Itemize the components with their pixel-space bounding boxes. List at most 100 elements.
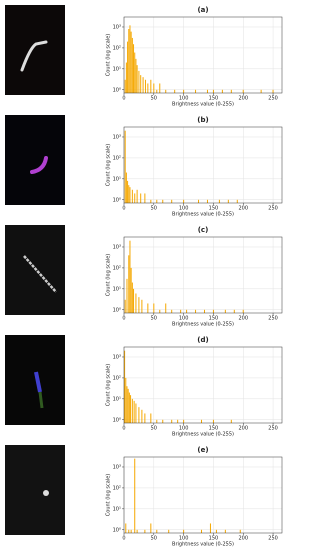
bar bbox=[174, 89, 176, 93]
bar bbox=[134, 458, 136, 533]
bar bbox=[203, 309, 205, 313]
bar bbox=[224, 529, 226, 533]
bar bbox=[150, 79, 152, 93]
x-tick-label: 250 bbox=[268, 316, 278, 322]
x-axis-label: Brightness value (0-255) bbox=[172, 432, 234, 438]
bar bbox=[131, 37, 133, 93]
bar bbox=[134, 193, 136, 203]
chart-title: (d) bbox=[197, 336, 208, 344]
y-tick-label: 10¹ bbox=[113, 176, 121, 182]
bar bbox=[141, 409, 143, 423]
y-tick-label: 10⁰ bbox=[113, 87, 121, 93]
bar bbox=[124, 350, 126, 423]
bar bbox=[138, 297, 140, 313]
bar bbox=[135, 58, 137, 93]
thumbnail-object bbox=[43, 490, 49, 496]
bar bbox=[128, 529, 130, 533]
y-tick-label: 10⁰ bbox=[113, 307, 121, 313]
y-tick-label: 10⁰ bbox=[113, 197, 121, 203]
plot-frame bbox=[123, 346, 283, 424]
plot-frame bbox=[123, 456, 283, 534]
bar bbox=[125, 377, 127, 423]
bar bbox=[131, 189, 133, 203]
bar bbox=[127, 388, 129, 423]
bar bbox=[127, 41, 129, 93]
bar bbox=[136, 189, 138, 203]
bar bbox=[124, 130, 126, 203]
y-tick-label: 10³ bbox=[113, 134, 121, 140]
x-tick-label: 50 bbox=[151, 96, 157, 102]
x-tick-label: 0 bbox=[122, 316, 125, 322]
bar bbox=[124, 79, 126, 93]
bar bbox=[195, 89, 197, 93]
bar bbox=[183, 199, 185, 203]
bar bbox=[171, 309, 173, 313]
bar bbox=[209, 523, 211, 533]
bar bbox=[147, 303, 149, 313]
bar bbox=[150, 523, 152, 533]
x-axis-label: Brightness value (0-255) bbox=[172, 542, 234, 548]
y-tick-label: 10² bbox=[113, 45, 121, 51]
bar bbox=[195, 309, 197, 313]
bar bbox=[212, 89, 214, 93]
bar bbox=[260, 89, 262, 93]
chart-title: (c) bbox=[198, 226, 209, 234]
bar bbox=[125, 523, 127, 533]
bar bbox=[186, 309, 188, 313]
bar bbox=[206, 89, 208, 93]
x-tick-label: 250 bbox=[268, 426, 278, 432]
bar bbox=[140, 75, 142, 93]
bar bbox=[138, 407, 140, 423]
x-tick-label: 50 bbox=[151, 426, 157, 432]
bar bbox=[141, 299, 143, 313]
bar bbox=[127, 180, 129, 203]
x-tick-label: 0 bbox=[122, 206, 125, 212]
bar bbox=[144, 79, 146, 93]
bar bbox=[129, 240, 131, 313]
plot-frame bbox=[123, 126, 283, 204]
bar bbox=[177, 419, 179, 423]
x-axis-label: Brightness value (0-255) bbox=[172, 322, 234, 328]
bar bbox=[129, 25, 131, 93]
thumbnail bbox=[5, 335, 65, 425]
bar bbox=[130, 529, 132, 533]
y-tick-label: 10¹ bbox=[113, 286, 121, 292]
bar bbox=[165, 303, 167, 313]
bar bbox=[125, 172, 127, 203]
bar bbox=[212, 419, 214, 423]
y-axis-label: Count (log scale) bbox=[106, 364, 112, 406]
x-tick-label: 150 bbox=[209, 96, 219, 102]
bar bbox=[138, 70, 140, 93]
bar bbox=[183, 529, 185, 533]
bar bbox=[130, 395, 132, 423]
thumbnail bbox=[5, 5, 65, 95]
bar bbox=[136, 529, 138, 533]
y-tick-label: 10⁰ bbox=[113, 417, 121, 423]
bar bbox=[134, 52, 136, 93]
bar bbox=[212, 309, 214, 313]
bar bbox=[131, 398, 133, 423]
bar bbox=[221, 89, 223, 93]
y-tick-label: 10³ bbox=[113, 464, 121, 470]
thumbnails bbox=[5, 5, 65, 535]
y-tick-label: 10² bbox=[113, 485, 121, 491]
bar bbox=[180, 309, 182, 313]
thumbnail bbox=[5, 445, 65, 535]
bar bbox=[236, 199, 238, 203]
bar bbox=[128, 185, 130, 203]
bar bbox=[162, 419, 164, 423]
chart-title: (a) bbox=[197, 6, 208, 14]
y-tick-label: 10² bbox=[113, 155, 121, 161]
bar bbox=[168, 529, 170, 533]
bar bbox=[201, 419, 203, 423]
plot-frame bbox=[123, 16, 283, 94]
x-tick-label: 50 bbox=[151, 536, 157, 542]
bar bbox=[242, 89, 244, 93]
y-tick-label: 10¹ bbox=[113, 66, 121, 72]
bar bbox=[215, 529, 217, 533]
bar bbox=[201, 529, 203, 533]
bar bbox=[144, 193, 146, 203]
bar bbox=[125, 62, 127, 93]
x-tick-label: 200 bbox=[238, 536, 248, 542]
x-tick-label: 150 bbox=[209, 316, 219, 322]
